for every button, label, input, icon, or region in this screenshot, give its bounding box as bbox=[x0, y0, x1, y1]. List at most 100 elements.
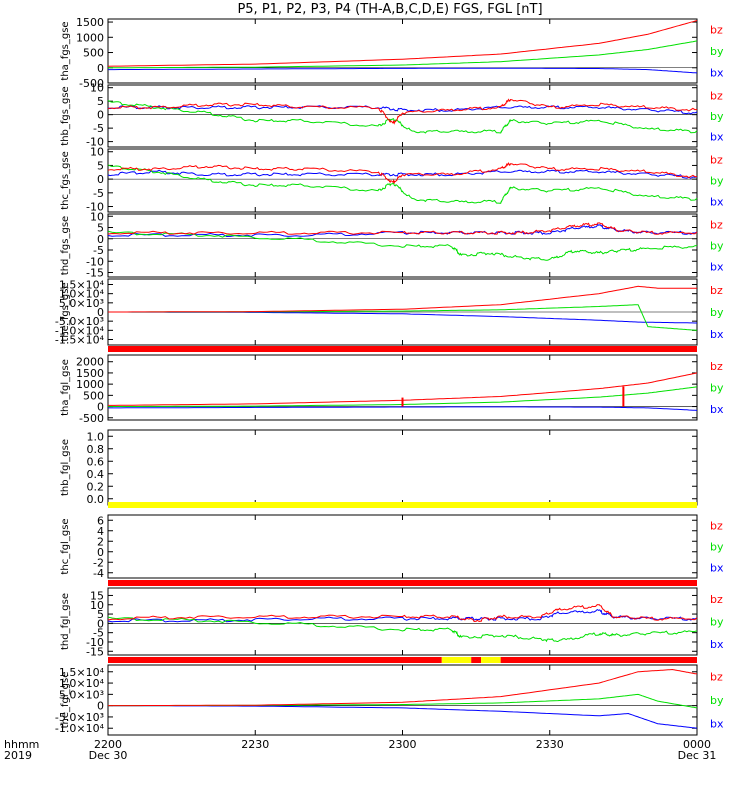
panel-the_fgs_gse: 1.5×10⁴1.0×10⁴5.0×10³0-5.0×10³-1.0×10⁴-1… bbox=[55, 278, 724, 347]
y-tick-label: 2000 bbox=[76, 356, 104, 369]
series-bx-line bbox=[107, 608, 698, 623]
y-tick-label: 6 bbox=[97, 514, 104, 527]
y-tick-label: 5 bbox=[97, 608, 104, 621]
x-row-label: hhmm bbox=[4, 738, 39, 751]
series-by-line bbox=[107, 616, 698, 643]
legend-by: by bbox=[710, 541, 724, 554]
legend-bz: bz bbox=[710, 520, 723, 533]
panel-frame bbox=[107, 514, 698, 579]
series-bz-line bbox=[108, 372, 698, 406]
y-tick-label: 0.2 bbox=[87, 480, 105, 493]
y-tick-label: 1.0 bbox=[87, 430, 105, 443]
legend-bx: bx bbox=[710, 196, 724, 209]
y-tick-label: 0 bbox=[97, 109, 104, 122]
y-tick-label: 1000 bbox=[76, 31, 104, 44]
flag-segment-red bbox=[108, 657, 442, 663]
y-tick-label: 5 bbox=[97, 159, 104, 172]
y-axis-label: thb_fgs_gse bbox=[60, 86, 71, 145]
series-bx-line bbox=[108, 67, 698, 74]
flag-segment-yellow bbox=[481, 657, 501, 663]
y-tick-label: 5.0×10³ bbox=[59, 688, 104, 701]
x-tick-label: 2230 bbox=[241, 738, 269, 751]
y-tick-label: 5 bbox=[97, 95, 104, 108]
legend-bz: bz bbox=[710, 154, 723, 167]
series-bz-line bbox=[107, 20, 698, 67]
flag-segment-red bbox=[471, 657, 482, 663]
legend-by: by bbox=[710, 110, 724, 123]
series-bz-line bbox=[107, 98, 698, 125]
panel-frame bbox=[107, 429, 698, 506]
legend-by: by bbox=[710, 382, 724, 395]
legend-bx: bx bbox=[710, 131, 724, 144]
y-axis-label: thd_fgl_gse bbox=[60, 593, 71, 650]
y-tick-label: -10 bbox=[86, 255, 104, 268]
series-bx-line bbox=[107, 223, 698, 238]
legend-bx: bx bbox=[710, 66, 724, 79]
y-tick-label: -1.0×10⁴ bbox=[55, 324, 105, 337]
y-tick-label: 0.4 bbox=[87, 468, 105, 481]
legend-by: by bbox=[710, 175, 724, 188]
x-tick-sublabel: Dec 31 bbox=[678, 749, 717, 762]
y-tick-label: -10 bbox=[86, 201, 104, 214]
y-tick-label: -500 bbox=[79, 412, 104, 425]
legend-bz: bz bbox=[710, 360, 723, 373]
y-tick-label: 4 bbox=[97, 525, 104, 538]
flag-segment-yellow bbox=[108, 502, 697, 508]
series-by-line bbox=[107, 40, 698, 69]
y-tick-label: 1.5×10⁴ bbox=[59, 279, 105, 292]
series-bz-line bbox=[108, 285, 697, 313]
series-bz-line bbox=[107, 604, 698, 623]
y-tick-label: 10 bbox=[90, 146, 104, 159]
panel-thb_fgl_gse: 1.00.80.60.40.20.0 thb_fgl_gse bbox=[60, 429, 698, 506]
y-axis-label: thc_fgl_gse bbox=[60, 518, 71, 574]
y-tick-label: -5 bbox=[93, 122, 104, 135]
y-tick-label: 5.0×10³ bbox=[59, 297, 104, 310]
legend-bz: bz bbox=[710, 671, 723, 684]
y-axis-label: tha_fgl_gse bbox=[60, 359, 71, 416]
x-row-label: 2019 bbox=[4, 749, 32, 762]
series-by-line bbox=[107, 386, 698, 408]
y-tick-label: 1500 bbox=[76, 16, 104, 29]
flag-segment-red bbox=[500, 657, 697, 663]
y-axis-label: tha_fgs_gse bbox=[60, 21, 71, 80]
y-tick-label: 1.0×10⁴ bbox=[59, 288, 105, 301]
series-by-line bbox=[108, 304, 698, 331]
y-tick-label: -5 bbox=[93, 627, 104, 640]
legend-by: by bbox=[710, 45, 724, 58]
y-tick-label: -500 bbox=[79, 77, 104, 90]
legend-by: by bbox=[710, 694, 724, 707]
y-tick-label: 1500 bbox=[76, 367, 104, 380]
y-tick-label: 500 bbox=[83, 47, 104, 60]
y-tick-label: 0 bbox=[97, 233, 104, 246]
y-tick-label: 0 bbox=[97, 700, 104, 713]
y-tick-label: -5 bbox=[93, 187, 104, 200]
y-tick-label: 10 bbox=[90, 210, 104, 223]
series-bz-line bbox=[107, 162, 698, 185]
y-tick-label: -4 bbox=[93, 567, 104, 580]
legend-bx: bx bbox=[710, 261, 724, 274]
y-tick-label: -10 bbox=[86, 636, 104, 649]
y-tick-label: 1.5×10⁴ bbox=[59, 666, 105, 679]
y-tick-label: -5 bbox=[93, 244, 104, 257]
legend-bz: bz bbox=[710, 219, 723, 232]
legend-bz: bz bbox=[710, 284, 723, 297]
flag-bars bbox=[108, 346, 697, 663]
panel-frame bbox=[107, 213, 698, 278]
panel-tha_fgs_gse: 1500 1000 500 0 -500 tha_fgs_gse bz by bx bbox=[60, 16, 724, 90]
y-tick-label: 0.0 bbox=[87, 493, 105, 506]
legend-bz: bz bbox=[710, 24, 723, 37]
x-tick-label: 2300 bbox=[389, 738, 417, 751]
legend-bx: bx bbox=[710, 328, 724, 341]
y-tick-label: 500 bbox=[83, 389, 104, 402]
series-by-line bbox=[107, 164, 698, 204]
legend-bx: bx bbox=[710, 403, 724, 416]
flag-segment-yellow bbox=[441, 657, 472, 663]
series-bx-line bbox=[107, 705, 698, 729]
